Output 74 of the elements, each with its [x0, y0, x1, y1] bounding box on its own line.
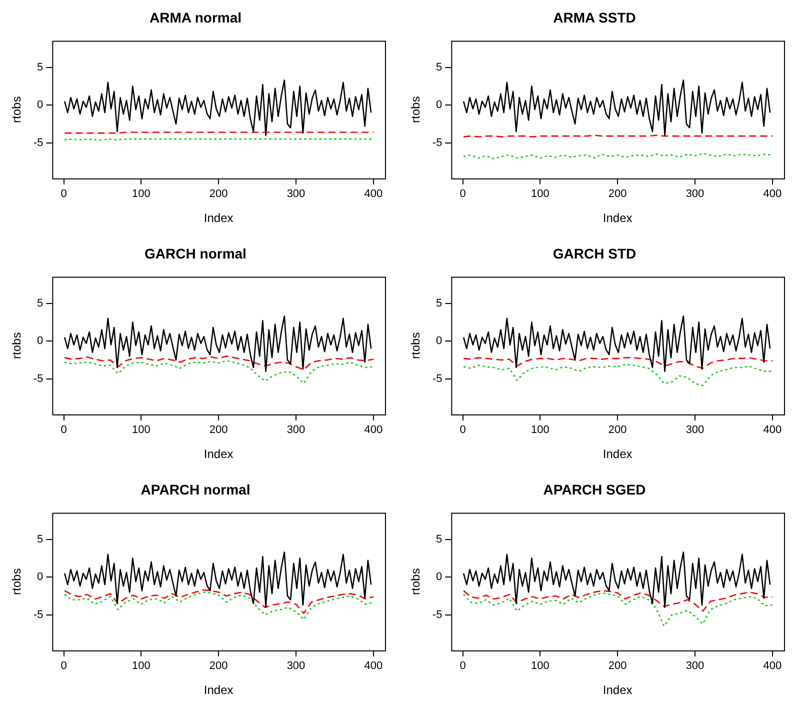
y-tick-label: 5	[436, 61, 442, 74]
y-tick-label: 5	[37, 533, 44, 546]
y-tick-label: 5	[436, 297, 442, 310]
y-axis-title: rtobs	[10, 332, 24, 359]
x-tick-label: 400	[763, 188, 782, 200]
y-axis-title: rtobs	[408, 96, 423, 123]
x-tick-label: 0	[60, 424, 67, 436]
x-tick-label: 200	[608, 188, 627, 200]
x-tick-label: 400	[364, 188, 383, 200]
x-tick-label: 300	[686, 424, 704, 436]
x-tick-label: 300	[686, 188, 704, 200]
x-tick-label: 100	[132, 424, 150, 436]
line-series	[64, 356, 374, 370]
x-tick-label: 400	[364, 660, 383, 672]
y-tick-label: 0	[436, 571, 442, 584]
x-tick-label: 0	[460, 660, 466, 672]
x-axis-title: Index	[204, 447, 234, 462]
line-series	[462, 592, 774, 627]
x-tick-label: 100	[531, 660, 550, 672]
x-tick-label: 200	[209, 660, 228, 672]
y-tick-label: 0	[37, 335, 44, 348]
line-series	[64, 592, 374, 620]
x-axis-title: Index	[602, 683, 632, 698]
y-tick-label: 5	[37, 61, 44, 74]
chart-title: APARCH normal	[140, 481, 250, 498]
x-tick-label: 300	[286, 424, 306, 436]
y-tick-label: -5	[432, 372, 442, 385]
chart-title: GARCH STD	[552, 245, 636, 262]
y-axis-title: rtobs	[10, 568, 24, 595]
x-tick-label: 300	[286, 660, 306, 672]
y-axis-title: rtobs	[10, 96, 24, 123]
y-tick-label: -5	[432, 136, 442, 149]
x-tick-label: 300	[686, 660, 704, 672]
line-series	[64, 360, 374, 384]
x-axis-title: Index	[204, 683, 234, 698]
x-tick-label: 100	[132, 660, 150, 672]
x-tick-label: 100	[531, 188, 550, 200]
chart-title: ARMA normal	[149, 9, 242, 26]
y-tick-label: -5	[33, 372, 44, 385]
y-tick-label: 5	[37, 297, 44, 310]
line-series	[462, 364, 774, 386]
x-tick-label: 200	[608, 660, 627, 672]
y-tick-label: 0	[436, 335, 442, 348]
x-tick-label: 100	[531, 424, 550, 436]
x-tick-label: 0	[60, 660, 67, 672]
x-tick-label: 0	[460, 188, 466, 200]
line-series	[462, 357, 774, 369]
chart-title: ARMA SSTD	[553, 9, 636, 26]
x-axis-title: Index	[602, 447, 632, 462]
x-tick-label: 300	[286, 188, 306, 200]
y-tick-label: -5	[33, 608, 44, 621]
x-axis-title: Index	[602, 211, 632, 226]
chart-title: APARCH SGED	[543, 481, 646, 498]
line-series	[462, 590, 774, 612]
chart-title: GARCH normal	[144, 245, 246, 262]
y-axis-title: rtobs	[408, 568, 423, 595]
y-tick-label: 0	[37, 99, 44, 112]
x-tick-label: 200	[608, 424, 627, 436]
x-tick-label: 0	[60, 188, 67, 200]
y-tick-label: -5	[33, 136, 44, 149]
y-tick-label: 5	[436, 533, 442, 546]
x-tick-label: 0	[460, 424, 466, 436]
x-axis-title: Index	[204, 211, 234, 226]
x-tick-label: 400	[763, 424, 782, 436]
y-tick-label: 0	[436, 99, 442, 112]
y-tick-label: -5	[432, 608, 442, 621]
x-tick-label: 400	[364, 424, 383, 436]
y-axis-title: rtobs	[408, 332, 423, 359]
x-tick-label: 200	[209, 188, 228, 200]
x-tick-label: 400	[763, 660, 782, 672]
x-tick-label: 100	[132, 188, 150, 200]
x-tick-label: 200	[209, 424, 228, 436]
line-series	[64, 589, 374, 614]
y-tick-label: 0	[37, 571, 44, 584]
